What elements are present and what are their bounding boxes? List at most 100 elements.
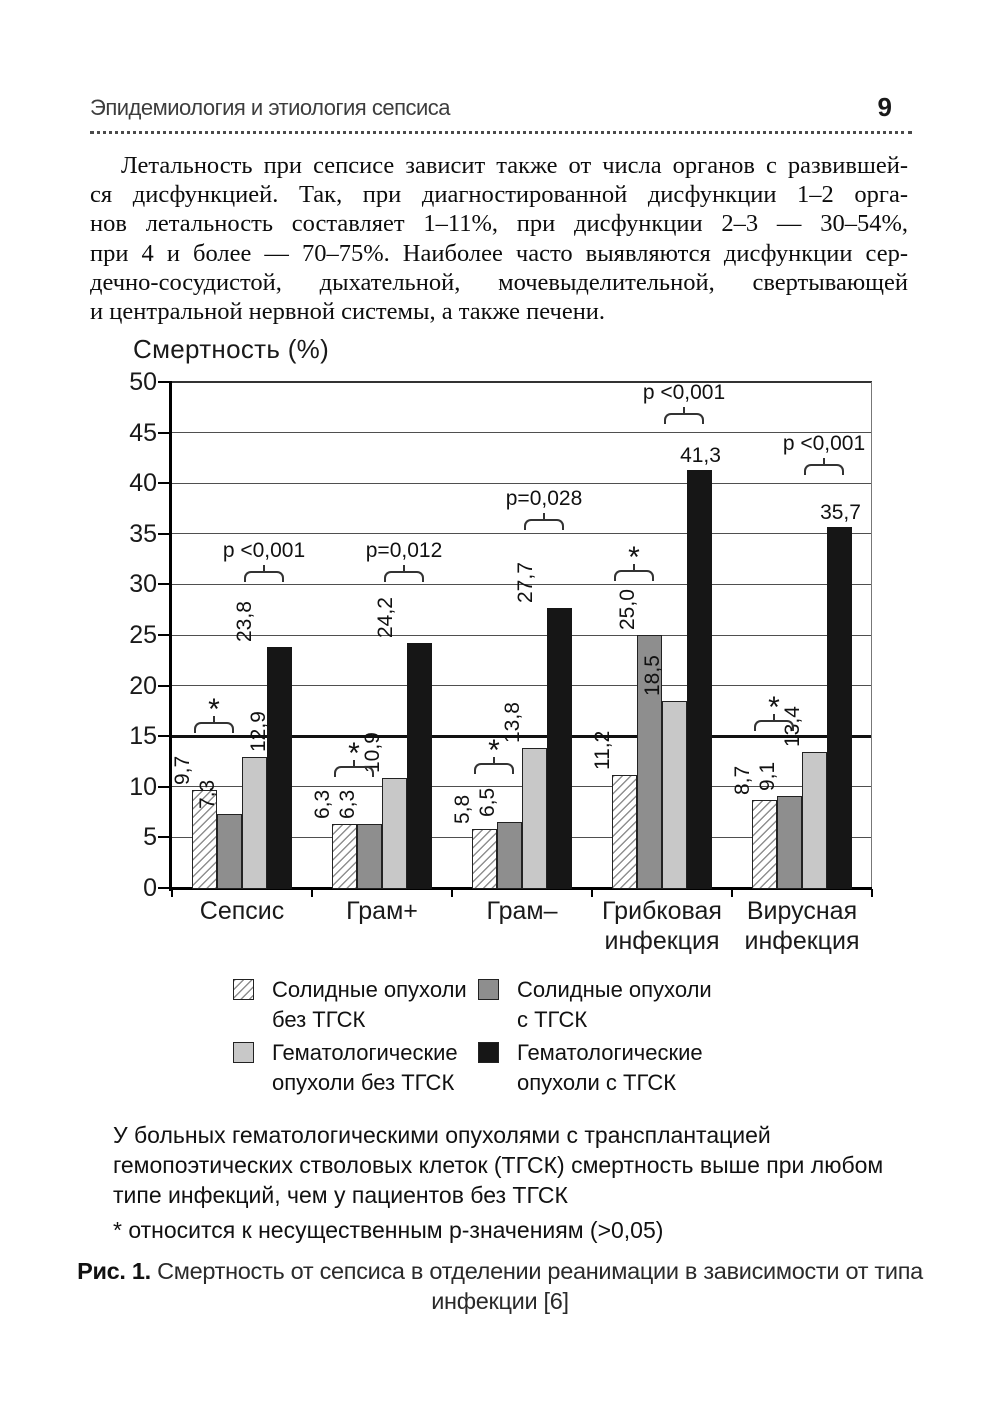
plot-top-border (172, 381, 872, 383)
bar-value-label: 27,7 (513, 561, 537, 603)
bar-value-label: 6,3 (310, 790, 334, 820)
asterisk-label: * (628, 541, 640, 574)
y-axis-tick-label: 50 (129, 368, 157, 396)
p-value-label: p=0,012 (365, 539, 443, 562)
x-axis-tick (591, 889, 593, 897)
paragraph-line: нов летальность составляет 1–11%, при ди… (90, 210, 908, 238)
y-axis-tick (158, 735, 169, 738)
plot-right-border (871, 382, 873, 888)
y-axis-tick-label: 0 (143, 874, 157, 902)
bar-value-label: 7,3 (195, 779, 219, 810)
p-value-brace (664, 413, 704, 424)
category-label: Сепсис (199, 897, 285, 925)
y-axis-tick-label: 45 (129, 418, 157, 447)
bar-Грибковая инфекция-s1 (637, 635, 662, 889)
gridline (172, 482, 872, 484)
gridline (172, 583, 872, 585)
bar-value-label: 25,0 (615, 589, 639, 630)
bar-value-label: 6,3 (335, 790, 359, 820)
y-axis-tick (158, 785, 169, 788)
x-axis-line (169, 887, 872, 890)
bar-Грам+-s3 (407, 643, 432, 889)
bar-value-label: 9,1 (755, 761, 779, 791)
p-value-brace (524, 519, 564, 530)
legend-label: Гематологические опухоли без ТГСК (272, 1040, 458, 1095)
paragraph-line: и центральной нервной системы, а также п… (90, 298, 606, 326)
gridline (172, 432, 872, 434)
bar-value-label: 13,8 (500, 702, 524, 744)
x-axis-tick (871, 889, 873, 897)
x-axis-tick (451, 889, 453, 897)
gridline (172, 786, 872, 788)
y-axis-tick (158, 381, 169, 383)
category-label: Вирусная инфекция (744, 897, 860, 955)
category-label: Грам+ (346, 897, 418, 925)
asterisk-footnote: * относится к несущественным p-значениям… (113, 1217, 664, 1243)
y-axis-tick (158, 482, 169, 485)
body-paragraph: Летальность при сепсисе зависит также от… (90, 151, 908, 326)
gridline (172, 533, 872, 535)
y-axis-tick (158, 634, 169, 636)
bar-Вирусная инфекция-s1 (777, 795, 802, 889)
header-divider-dotted-rule (90, 122, 912, 134)
bar-value-label: 11,2 (590, 730, 614, 770)
x-axis-tick (171, 889, 173, 897)
p-value-label: p <0,001 (642, 381, 726, 404)
bar-value-label: 12,9 (246, 711, 270, 753)
figure-note: У больных гематологическими опухолями с … (113, 1120, 913, 1210)
nonsignificance-brace (474, 763, 514, 774)
figure-note-line: гемопоэтических стволовых клеток (ТГСК) … (113, 1152, 884, 1178)
bar-value-label: 35,7 (820, 500, 861, 524)
asterisk-label: * (768, 691, 780, 724)
y-axis-line (169, 381, 172, 891)
running-header-title: Эпидемиология и этиология сепсиса (90, 95, 451, 120)
bar-value-label: 5,8 (450, 795, 474, 825)
bar-Грибковая инфекция-s2 (662, 700, 687, 889)
bar-Грам–-s2 (522, 748, 547, 889)
bar-Вирусная инфекция-s2 (802, 752, 827, 889)
bar-value-label: 9,7 (170, 755, 194, 785)
y-axis-tick-label: 10 (129, 772, 157, 801)
bar-value-label: 8,7 (730, 765, 754, 795)
nonsignificance-brace (334, 766, 374, 777)
bar-value-label: 6,5 (475, 788, 499, 818)
x-axis-tick (311, 889, 313, 897)
legend-label: Гематологические опухоли с ТГСК (517, 1040, 703, 1095)
bar-Грам–-s0 (472, 829, 497, 889)
bar-value-label: 18,5 (640, 654, 664, 696)
figure-caption-number: Рис. 1. (77, 1258, 151, 1284)
y-axis-tick (158, 887, 169, 889)
nonsignificance-brace (614, 570, 654, 581)
y-axis-tick-label: 15 (129, 722, 157, 751)
nonsignificance-brace (194, 722, 234, 733)
y-axis-tick-label: 20 (129, 671, 157, 700)
paragraph-line: Летальность при сепсисе зависит также от… (121, 152, 908, 179)
bar-Сепсис-s3 (267, 647, 292, 889)
bar-Сепсис-s2 (242, 757, 267, 889)
p-value-brace (244, 571, 284, 582)
y-axis-tick-label: 5 (143, 823, 157, 852)
asterisk-label: * (208, 693, 220, 726)
bar-Грам–-s3 (547, 607, 572, 889)
figure-caption-text: Смертность от сепсиса в отделении реаним… (150, 1258, 923, 1284)
bar-Грам+-s1 (357, 824, 382, 889)
y-axis-tick (158, 836, 169, 839)
bar-Сепсис-s0 (192, 789, 217, 889)
legend-swatch-hematologic-no-tgsk (233, 1042, 254, 1063)
figure-note-line: У больных гематологическими опухолями с … (113, 1122, 771, 1148)
legend-label: Солидные опухоли без ТГСК (272, 977, 467, 1032)
y-axis-tick (158, 431, 169, 434)
y-axis-tick-label: 25 (129, 621, 157, 649)
figure-caption: Рис. 1. Смертность от сепсиса в отделени… (60, 1258, 940, 1285)
p-value-label: p <0,001 (782, 432, 866, 455)
legend-swatch-solid-no-tgsk (233, 979, 254, 1000)
figure-note-line: типе инфекций, чем у пациентов без ТГСК (113, 1182, 568, 1208)
legend-label: Солидные опухоли с ТГСК (517, 977, 712, 1032)
bar-Грам+-s2 (382, 777, 407, 889)
page-number: 9 (877, 92, 892, 122)
gridline (172, 735, 872, 738)
bar-value-label: 23,8 (232, 601, 256, 643)
chart-y-axis-title: Смертность (%) (133, 334, 330, 364)
gridline (172, 836, 872, 838)
